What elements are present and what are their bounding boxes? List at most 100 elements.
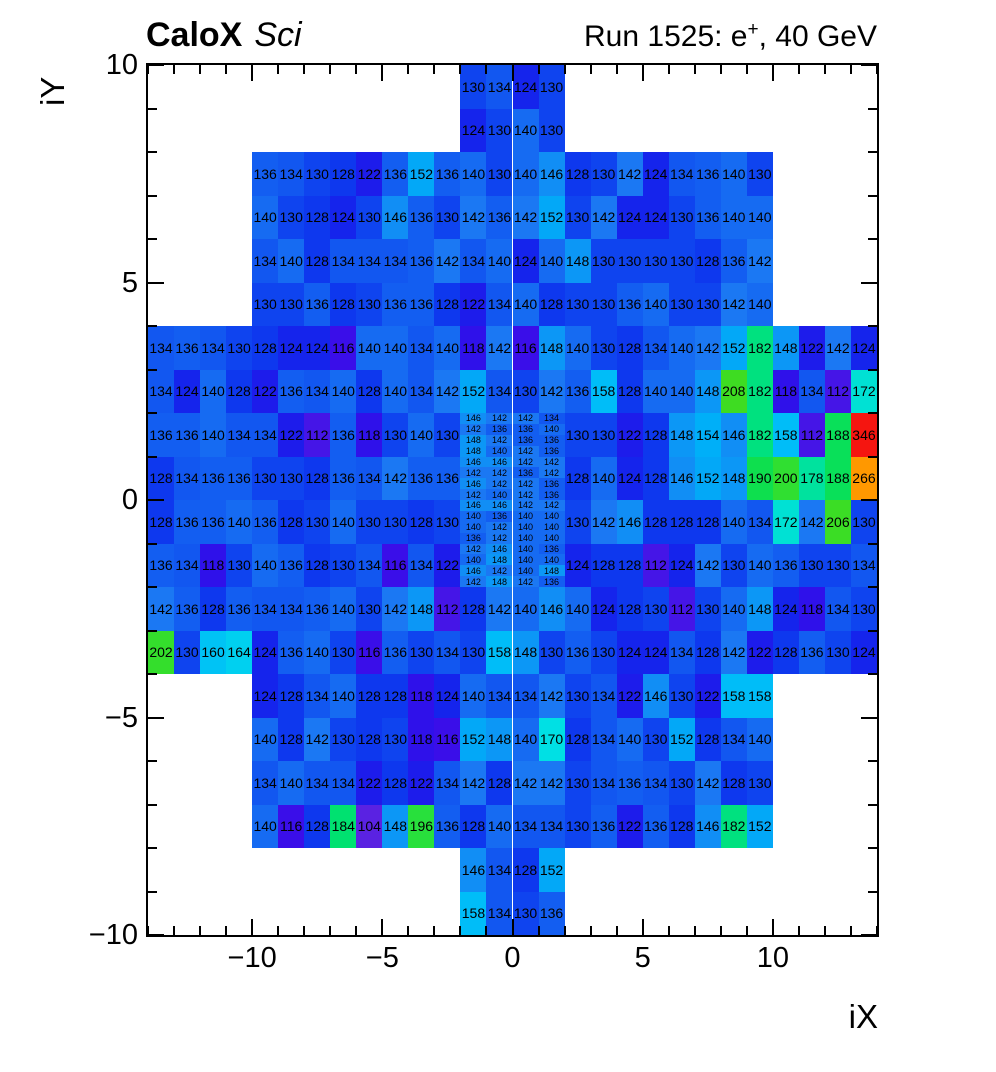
heatmap-cell: 134 [668, 630, 695, 674]
heatmap-cell: 140 [720, 195, 747, 239]
heatmap-cell: 130 [564, 195, 591, 239]
heatmap-cell: 128 [148, 500, 175, 544]
heatmap-cell: 136 [512, 467, 539, 479]
axis-tick [303, 65, 306, 74]
axis-tick [148, 412, 157, 414]
heatmap-cell: 136 [512, 423, 539, 435]
heatmap-cell: 128 [304, 543, 331, 587]
heatmap-cell: 142 [486, 467, 513, 479]
axis-tick [868, 890, 877, 893]
axis-tick [148, 934, 164, 936]
heatmap-cell: 136 [616, 761, 643, 805]
heatmap-cell: 142 [486, 326, 513, 370]
heatmap-cell: 136 [538, 576, 565, 587]
heatmap-cell: 112 [304, 413, 331, 457]
heatmap-cell: 142 [460, 423, 487, 435]
heatmap-cell: 122 [616, 804, 643, 848]
heatmap-cell: 134 [512, 674, 539, 718]
heatmap-cell: 136 [278, 543, 305, 587]
heatmap-cell: 136 [408, 195, 435, 239]
heatmap-cell: 134 [798, 369, 825, 413]
axis-tick [407, 926, 410, 935]
heatmap-cell: 136 [460, 532, 487, 544]
heatmap-cell: 128 [278, 717, 305, 761]
heatmap-cell: 118 [772, 369, 799, 413]
x-tick-label: −10 [227, 942, 277, 974]
heatmap-cell: 188 [824, 413, 851, 457]
heatmap-cell: 140 [330, 369, 357, 413]
heatmap-cell: 170 [538, 717, 565, 761]
heatmap-cell: 124 [642, 630, 669, 674]
heatmap-cell: 148 [694, 369, 721, 413]
axis-tick [148, 64, 164, 66]
heatmap-cell: 128 [538, 282, 565, 326]
heatmap-cell: 142 [538, 500, 565, 511]
axis-tick [868, 151, 877, 153]
heatmap-cell: 142 [486, 521, 513, 533]
heatmap-cell: 124 [252, 674, 279, 718]
heatmap-cell: 124 [850, 630, 877, 674]
heatmap-cell: 134 [486, 369, 513, 413]
heatmap-cell: 152 [538, 195, 565, 239]
axis-tick [148, 281, 164, 284]
heatmap-cell: 140 [460, 674, 487, 718]
axis-tick [868, 760, 877, 762]
heatmap-cell: 130 [590, 152, 617, 196]
axis-tick [433, 926, 436, 935]
heatmap-cell: 140 [590, 456, 617, 500]
axis-tick [148, 194, 157, 197]
heatmap-cell: 136 [252, 152, 279, 196]
heatmap-cell: 130 [278, 282, 305, 326]
heatmap-cell: 142 [148, 587, 175, 631]
heatmap-cell: 130 [538, 108, 565, 152]
heatmap-cell: 136 [434, 456, 461, 500]
axis-tick [667, 926, 670, 935]
heatmap-cell: 152 [460, 717, 487, 761]
heatmap-cell: 140 [538, 532, 565, 544]
heatmap-cell: 346 [850, 413, 877, 457]
heatmap-cell: 134 [538, 804, 565, 848]
axis-tick [745, 926, 748, 935]
heatmap-cell: 140 [564, 587, 591, 631]
heatmap-cell: 142 [486, 478, 513, 490]
heatmap-cell: 140 [642, 282, 669, 326]
heatmap-cell: 130 [590, 239, 617, 283]
heatmap-cell: 142 [538, 467, 565, 479]
axis-tick [148, 107, 157, 110]
heatmap-cell: 130 [850, 500, 877, 544]
heatmap-cell: 124 [564, 543, 591, 587]
heatmap-cell: 128 [720, 761, 747, 805]
heatmap-cell: 182 [746, 369, 773, 413]
heatmap-cell: 148 [746, 587, 773, 631]
heatmap-cell: 124 [642, 195, 669, 239]
heatmap-cell: 140 [460, 521, 487, 533]
heatmap-cell: 130 [460, 65, 487, 109]
x-tick-label: 5 [634, 942, 651, 974]
heatmap-cell: 136 [174, 500, 201, 544]
heatmap-cell: 152 [746, 804, 773, 848]
heatmap-cell: 134 [304, 369, 331, 413]
heatmap-cell: 140 [226, 500, 253, 544]
heatmap-cell: 130 [668, 761, 695, 805]
heatmap-cell: 146 [642, 674, 669, 718]
heatmap-cell: 136 [278, 630, 305, 674]
axis-tick [861, 64, 877, 66]
heatmap-cell: 148 [486, 576, 513, 587]
heatmap-cell: 118 [460, 326, 487, 370]
heatmap-cell: 146 [616, 500, 643, 544]
heatmap-cell: 122 [616, 674, 643, 718]
heatmap-cell: 136 [538, 543, 565, 555]
heatmap-cell: 124 [772, 587, 799, 631]
heatmap-cell: 130 [694, 282, 721, 326]
heatmap-cell: 134 [304, 761, 331, 805]
x-tick-label: 0 [504, 942, 521, 974]
axis-tick [148, 368, 157, 371]
axis-tick [563, 65, 566, 74]
axis-tick [148, 455, 157, 458]
axis-tick [823, 65, 826, 74]
axis-tick [868, 325, 877, 327]
heatmap-cell: 122 [798, 326, 825, 370]
heatmap-cell: 140 [486, 445, 513, 457]
heatmap-cell: 130 [408, 630, 435, 674]
y-tick-label: 5 [121, 266, 138, 299]
